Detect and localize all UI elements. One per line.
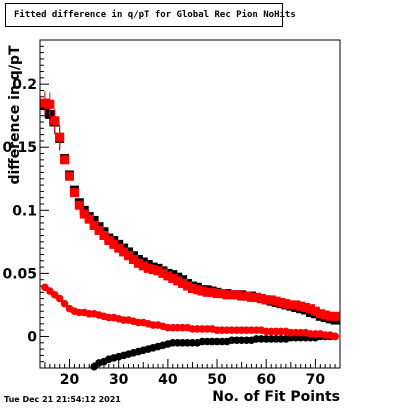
data-point bbox=[60, 155, 70, 165]
data-point bbox=[173, 276, 183, 286]
data-point bbox=[60, 299, 69, 308]
data-point bbox=[143, 263, 153, 273]
y-tick-label: 0 bbox=[27, 329, 37, 345]
data-point bbox=[84, 214, 94, 224]
data-point bbox=[69, 188, 79, 198]
data-point bbox=[148, 265, 158, 275]
data-point bbox=[242, 291, 252, 301]
data-point bbox=[163, 271, 173, 281]
x-tick-label: 30 bbox=[109, 372, 129, 388]
y-tick-label: 0.2 bbox=[12, 77, 37, 93]
data-point bbox=[65, 171, 75, 181]
data-point bbox=[119, 247, 129, 257]
x-axis-label: No. of Fit Points bbox=[212, 389, 340, 405]
data-point bbox=[94, 225, 104, 235]
data-point bbox=[207, 287, 217, 297]
data-point bbox=[315, 309, 325, 319]
data-point bbox=[50, 116, 60, 126]
data-point bbox=[104, 236, 114, 246]
data-point bbox=[202, 287, 212, 297]
data-point bbox=[55, 132, 65, 142]
data-point bbox=[320, 310, 330, 320]
data-point bbox=[55, 294, 64, 303]
data-point bbox=[310, 306, 320, 316]
data-point bbox=[89, 220, 99, 230]
data-point bbox=[124, 251, 134, 261]
plot-frame bbox=[39, 39, 341, 369]
data-point bbox=[109, 239, 119, 249]
data-point bbox=[256, 294, 266, 304]
data-point bbox=[99, 231, 109, 241]
data-point bbox=[296, 301, 306, 311]
data-point bbox=[301, 302, 311, 312]
data-point bbox=[281, 299, 291, 309]
data-point bbox=[261, 295, 271, 305]
data-point bbox=[178, 278, 188, 288]
data-point bbox=[331, 332, 339, 341]
data-point bbox=[251, 292, 261, 302]
timestamp: Tue Dec 21 21:54:12 2021 bbox=[4, 395, 121, 404]
data-point bbox=[305, 304, 315, 314]
data-point bbox=[227, 290, 237, 300]
y-tick-label: 0.15 bbox=[2, 140, 37, 156]
data-point bbox=[45, 99, 55, 109]
data-point bbox=[325, 311, 335, 321]
x-tick-label: 60 bbox=[256, 372, 276, 388]
data-point bbox=[217, 289, 227, 299]
data-point bbox=[222, 290, 232, 300]
data-point bbox=[286, 300, 296, 310]
x-tick-label: 20 bbox=[60, 372, 80, 388]
data-point bbox=[246, 292, 256, 302]
data-point bbox=[114, 243, 124, 253]
x-tick-label: 70 bbox=[306, 372, 326, 388]
data-point bbox=[212, 289, 222, 299]
y-axis-label: difference in q/pT bbox=[7, 45, 23, 185]
x-tick-label: 40 bbox=[158, 372, 178, 388]
data-point bbox=[276, 297, 286, 307]
data-point bbox=[168, 273, 178, 283]
data-point bbox=[187, 284, 197, 294]
x-tick-label: 50 bbox=[207, 372, 227, 388]
data-point bbox=[291, 300, 301, 310]
y-tick-label: 0.1 bbox=[12, 203, 37, 219]
data-point bbox=[237, 291, 247, 301]
data-point bbox=[271, 296, 281, 306]
data-point bbox=[138, 261, 148, 271]
data-point bbox=[89, 215, 99, 225]
data-point bbox=[192, 285, 202, 295]
data-point bbox=[266, 295, 276, 305]
data-point bbox=[330, 311, 340, 321]
data-point bbox=[128, 255, 138, 265]
data-point bbox=[133, 258, 143, 268]
data-point bbox=[40, 98, 50, 108]
data-point bbox=[197, 286, 207, 296]
data-point bbox=[153, 266, 163, 276]
data-point bbox=[232, 290, 242, 300]
y-tick-label: 0.05 bbox=[2, 266, 37, 282]
data-point bbox=[158, 268, 168, 278]
data-point bbox=[74, 200, 84, 210]
data-point bbox=[79, 209, 89, 219]
chart-title: Fitted difference in q/pT for Global Rec… bbox=[5, 3, 296, 27]
data-point bbox=[183, 281, 193, 291]
